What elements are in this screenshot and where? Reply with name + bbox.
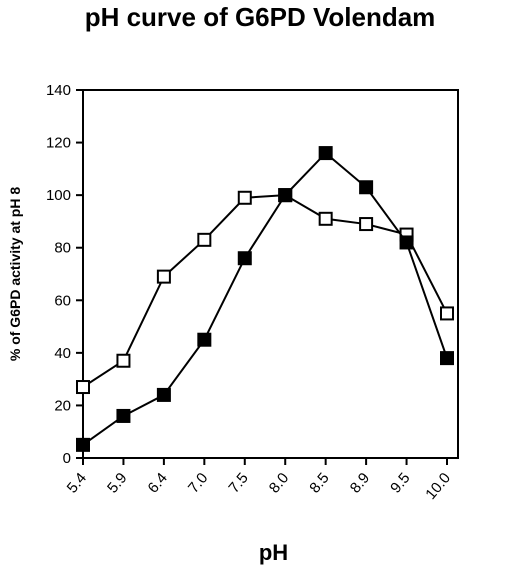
x-axis-ticks: 5.4 5.9 6.4 7.0 7.5 8.0 8.5 8.9 9.5 10.0 bbox=[64, 458, 454, 503]
filled-square-marker bbox=[156, 387, 171, 402]
open-square-marker bbox=[197, 232, 212, 247]
x-tick-label: 10.0 bbox=[422, 470, 454, 503]
y-tick-label: 60 bbox=[54, 292, 71, 309]
x-tick-label: 5.4 bbox=[64, 470, 90, 497]
x-tick-label: 7.5 bbox=[225, 470, 251, 497]
open-square-marker bbox=[318, 211, 333, 226]
y-axis-ticks: 0 20 40 60 80 100 120 140 bbox=[46, 82, 83, 467]
x-axis-label: pH bbox=[259, 540, 288, 565]
plot-frame bbox=[82, 89, 459, 459]
y-tick-label: 0 bbox=[63, 450, 71, 467]
y-tick-label: 120 bbox=[46, 135, 71, 152]
series-2 bbox=[76, 146, 454, 452]
x-tick-label: 9.5 bbox=[387, 470, 413, 497]
y-tick-label: 100 bbox=[46, 187, 71, 204]
open-square-marker bbox=[116, 353, 131, 368]
filled-square-marker bbox=[76, 437, 90, 452]
y-axis-label: % of G6PD activity at pH 8 bbox=[7, 187, 23, 361]
open-square-marker bbox=[237, 190, 252, 205]
series-layer bbox=[76, 146, 454, 452]
open-square-marker bbox=[359, 217, 374, 232]
filled-square-marker bbox=[399, 235, 414, 250]
series-1 bbox=[76, 188, 454, 395]
x-tick-label: 6.4 bbox=[145, 470, 171, 497]
y-tick-label: 20 bbox=[54, 397, 71, 414]
open-square-marker bbox=[440, 306, 454, 321]
open-square-marker bbox=[76, 380, 90, 395]
filled-square-marker bbox=[318, 146, 333, 161]
filled-square-marker bbox=[359, 180, 374, 195]
x-tick-label: 5.9 bbox=[104, 470, 130, 497]
filled-square-marker bbox=[237, 251, 252, 266]
axes bbox=[82, 89, 459, 459]
y-tick-label: 140 bbox=[46, 82, 71, 99]
filled-square-marker bbox=[440, 351, 454, 366]
x-tick-label: 8.5 bbox=[306, 470, 332, 497]
filled-square-marker bbox=[116, 408, 131, 423]
open-square-marker bbox=[156, 269, 171, 284]
filled-square-marker bbox=[197, 332, 212, 347]
series-line bbox=[82, 151, 448, 446]
x-tick-label: 7.0 bbox=[185, 470, 211, 497]
chart-title: pH curve of G6PD Volendam bbox=[84, 2, 436, 32]
x-tick-label: 8.9 bbox=[347, 470, 373, 497]
series-line bbox=[82, 194, 448, 388]
y-tick-label: 80 bbox=[54, 240, 71, 257]
x-tick-label: 8.0 bbox=[266, 470, 292, 497]
y-tick-label: 40 bbox=[54, 345, 71, 362]
filled-square-marker bbox=[278, 188, 293, 203]
